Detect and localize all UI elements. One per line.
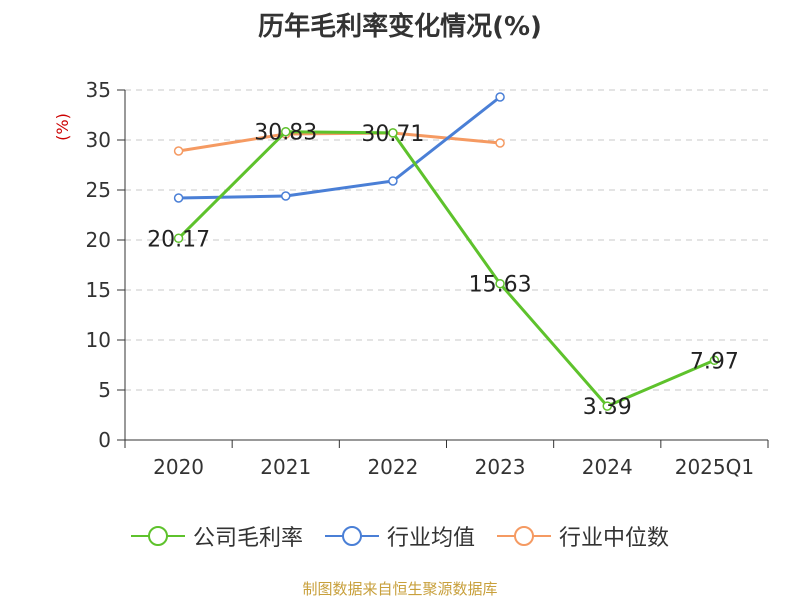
legend-marker-circle <box>514 526 534 546</box>
data-point <box>602 401 612 411</box>
legend-marker-circle <box>147 526 168 546</box>
data-label: 3.39 <box>583 395 632 420</box>
data-label: 20.17 <box>147 227 210 252</box>
data-point <box>495 278 505 289</box>
data-point <box>173 146 184 156</box>
data-label: 30.83 <box>254 121 317 146</box>
x-tick-label: 2022 <box>367 455 418 479</box>
data-point <box>495 92 505 102</box>
legend-marker-icon <box>130 526 185 546</box>
data-point <box>173 193 184 203</box>
data-label: 7.97 <box>690 349 739 374</box>
series-line-1 <box>178 95 502 200</box>
data-point <box>388 176 398 186</box>
legend-item[interactable]: 公司毛利率 <box>130 520 303 552</box>
legend-label: 行业中位数 <box>559 526 670 551</box>
x-tick-label: 2024 <box>582 455 633 479</box>
series-lines <box>173 92 720 411</box>
legend-label: 行业均值 <box>386 526 475 551</box>
legend-item[interactable]: 行业均值 <box>324 520 475 552</box>
data-point <box>709 355 720 366</box>
source-note: 制图数据来自恒生聚源数据库 <box>302 580 498 598</box>
y-tick-label: 15 <box>86 278 111 302</box>
data-point <box>495 138 505 148</box>
data-label: 30.71 <box>361 122 424 147</box>
legend: 公司毛利率 行业均值 行业中位数 <box>0 520 800 552</box>
data-point <box>281 191 291 201</box>
x-tick-label: 2021 <box>260 455 311 479</box>
series-line-0 <box>177 130 716 408</box>
x-tick-label: 2025Q1 <box>675 455 754 479</box>
y-tick-label: 35 <box>86 78 111 102</box>
legend-label: 公司毛利率 <box>192 526 303 551</box>
legend-marker-icon <box>324 526 379 546</box>
legend-marker-circle <box>341 526 362 546</box>
y-tick-label: 10 <box>86 328 111 352</box>
grid-lines <box>125 89 768 391</box>
axes: 0 5 10 15 20 25 30 35 2020 2021 2022 2023 2024 2025Q1… <box>53 78 769 479</box>
chart-title: 历年毛利率变化情况(%) <box>258 12 542 42</box>
y-tick-label: 20 <box>86 228 111 252</box>
legend-marker-icon <box>497 526 551 546</box>
data-label: 15.63 <box>469 273 532 298</box>
y-axis-label: (%) <box>53 113 72 141</box>
x-tick-label: 2023 <box>475 455 526 479</box>
y-tick-label: 0 <box>98 428 111 452</box>
y-tick-label: 30 <box>86 128 111 152</box>
data-point <box>281 126 291 137</box>
data-point <box>388 128 398 138</box>
data-point <box>173 233 184 244</box>
y-tick-label: 5 <box>98 378 111 402</box>
y-tick-label: 25 <box>86 178 111 202</box>
legend-item[interactable]: 行业中位数 <box>497 520 669 552</box>
data-labels: 20.17 30.83 30.71 15.63 3.39 7.97 <box>147 121 739 420</box>
x-tick-label: 2020 <box>153 455 204 479</box>
